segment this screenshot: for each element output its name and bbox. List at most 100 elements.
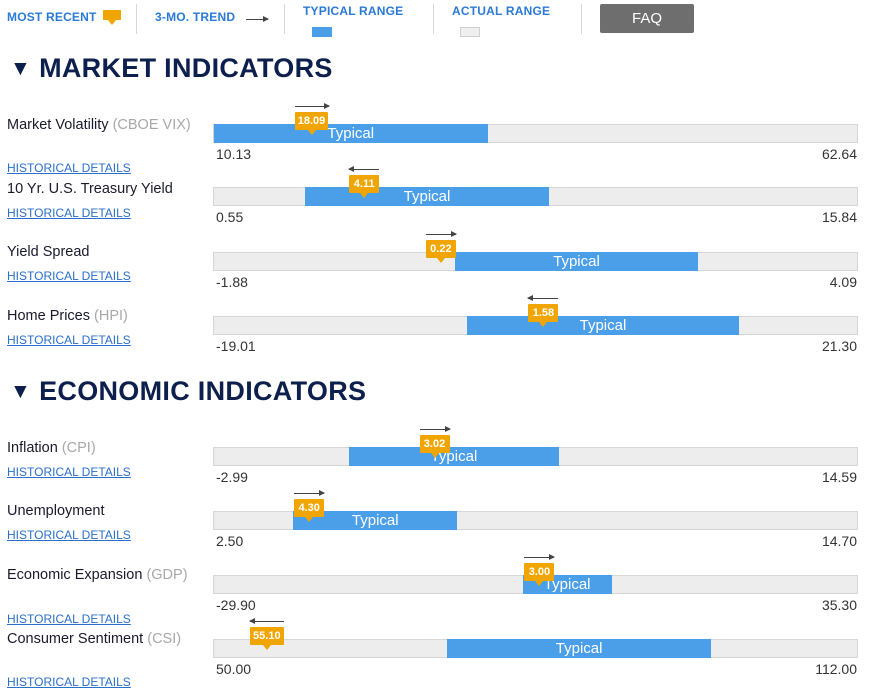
range-max: 112.00 <box>815 661 857 677</box>
indicator-label: 10 Yr. U.S. Treasury Yield <box>7 180 192 199</box>
collapse-triangle-icon: ▼ <box>10 380 32 403</box>
range-track: Typical 3.00 -29.90 35.30 <box>213 554 858 613</box>
range-max: 35.30 <box>821 597 857 613</box>
trend-arrow-icon <box>246 16 269 22</box>
indicator-name: Economic Expansion <box>7 567 143 583</box>
legend-divider <box>136 4 137 34</box>
most-recent-value: 0.22 <box>425 240 456 263</box>
range-min: -1.88 <box>216 274 248 290</box>
indicator-abbr: (GDP) <box>146 567 188 583</box>
range-max: 14.59 <box>821 469 857 485</box>
collapse-triangle-icon: ▼ <box>10 57 32 80</box>
trend-arrow-icon <box>419 426 451 432</box>
most-recent-value: 3.00 <box>524 563 555 586</box>
indicator-label: Yield Spread <box>7 243 192 262</box>
historical-details-link[interactable]: HISTORICAL DETAILS <box>7 206 131 220</box>
range-max: 21.30 <box>821 338 857 354</box>
range-track: Typical 4.30 2.50 14.70 <box>213 490 858 549</box>
most-recent-flag-icon <box>103 10 121 25</box>
trend-arrow-icon <box>527 295 559 301</box>
indicator-abbr: (CSI) <box>147 631 182 647</box>
most-recent-marker: 55.10 <box>249 618 285 651</box>
most-recent-marker: 4.30 <box>294 490 326 523</box>
legend-trend-label: 3-MO. TREND <box>155 10 236 24</box>
indicator-label: Home Prices (HPI) <box>7 307 192 326</box>
trend-arrow-icon <box>524 554 556 560</box>
legend-divider <box>581 4 582 34</box>
range-max: 4.09 <box>829 274 857 290</box>
indicator-abbr: (CPI) <box>61 440 96 456</box>
most-recent-marker: 18.09 <box>294 103 330 136</box>
trend-arrow-icon <box>294 103 330 109</box>
historical-details-link[interactable]: HISTORICAL DETAILS <box>7 161 131 175</box>
range-track: Typical 3.02 -2.99 14.59 <box>213 426 858 485</box>
indicator-abbr: (CBOE VIX) <box>112 117 191 133</box>
trend-arrow-icon <box>294 490 326 496</box>
legend-typical-range-label: TYPICAL RANGE <box>303 4 404 18</box>
actual-range-swatch-icon <box>460 27 480 37</box>
most-recent-value: 3.02 <box>419 435 450 458</box>
indicator-label: Market Volatility (CBOE VIX) <box>7 116 192 135</box>
trend-arrow-icon <box>425 231 457 237</box>
typical-range-swatch-icon <box>312 27 332 37</box>
range-min: 2.50 <box>216 533 244 549</box>
indicator-name: Unemployment <box>7 503 105 519</box>
range-track: Typical 18.09 10.13 62.64 <box>213 103 858 162</box>
faq-button[interactable]: FAQ <box>600 4 694 33</box>
indicator-name: Inflation <box>7 440 58 456</box>
indicator-name: Yield Spread <box>7 244 90 260</box>
typical-range-bar: Typical <box>349 447 559 466</box>
indicator-name: Consumer Sentiment <box>7 631 144 647</box>
indicator-name: Home Prices <box>7 308 90 324</box>
range-track: Typical 1.58 -19.01 21.30 <box>213 295 858 354</box>
legend-actual-range-label: ACTUAL RANGE <box>452 4 551 18</box>
typical-range-bar: Typical <box>454 252 698 271</box>
indicator-label: Economic Expansion (GDP) <box>7 566 192 585</box>
most-recent-value: 18.09 <box>294 112 329 135</box>
range-min: -2.99 <box>216 469 248 485</box>
most-recent-value: 4.30 <box>294 499 325 522</box>
typical-range-bar: Typical <box>466 316 739 335</box>
typical-range-bar: Typical <box>293 511 458 530</box>
range-max: 14.70 <box>821 533 857 549</box>
most-recent-marker: 4.11 <box>348 166 380 199</box>
economic-indicators-heading[interactable]: ▼ ECONOMIC INDICATORS <box>10 376 367 406</box>
most-recent-marker: 3.00 <box>524 554 556 587</box>
range-track: Typical 0.22 -1.88 4.09 <box>213 231 858 290</box>
most-recent-marker: 1.58 <box>527 295 559 328</box>
historical-details-link[interactable]: HISTORICAL DETAILS <box>7 675 131 689</box>
historical-details-link[interactable]: HISTORICAL DETAILS <box>7 269 131 283</box>
indicator-name: 10 Yr. U.S. Treasury Yield <box>7 181 173 197</box>
range-min: 0.55 <box>216 209 244 225</box>
range-min: -19.01 <box>216 338 256 354</box>
trend-arrow-icon <box>249 618 285 624</box>
legend-most-recent-label: MOST RECENT <box>7 10 97 24</box>
legend-divider <box>284 4 285 34</box>
indicator-label: Unemployment <box>7 502 192 521</box>
range-min: 50.00 <box>216 661 252 677</box>
most-recent-value: 55.10 <box>250 627 284 650</box>
legend-divider <box>433 4 434 34</box>
market-indicators-heading[interactable]: ▼ MARKET INDICATORS <box>10 53 333 83</box>
indicator-label: Consumer Sentiment (CSI) <box>7 630 192 649</box>
legend-bar: MOST RECENT 3-MO. TREND TYPICAL RANGE AC… <box>0 0 878 40</box>
indicator-label: Inflation (CPI) <box>7 439 192 458</box>
historical-details-link[interactable]: HISTORICAL DETAILS <box>7 528 131 542</box>
typical-range-bar: Typical <box>447 639 712 658</box>
range-max: 62.64 <box>821 146 857 162</box>
typical-range-bar: Typical <box>304 187 550 206</box>
range-track: Typical 4.11 0.55 15.84 <box>213 166 858 225</box>
historical-details-link[interactable]: HISTORICAL DETAILS <box>7 612 131 626</box>
typical-range-bar: Typical <box>214 124 488 143</box>
most-recent-marker: 3.02 <box>419 426 451 459</box>
range-min: -29.90 <box>216 597 256 613</box>
indicator-abbr: (HPI) <box>94 308 128 324</box>
historical-details-link[interactable]: HISTORICAL DETAILS <box>7 465 131 479</box>
trend-arrow-icon <box>348 166 380 172</box>
most-recent-value: 1.58 <box>528 304 559 327</box>
range-max: 15.84 <box>821 209 857 225</box>
range-min: 10.13 <box>216 146 252 162</box>
indicator-name: Market Volatility <box>7 117 109 133</box>
historical-details-link[interactable]: HISTORICAL DETAILS <box>7 333 131 347</box>
most-recent-value: 4.11 <box>349 175 380 198</box>
